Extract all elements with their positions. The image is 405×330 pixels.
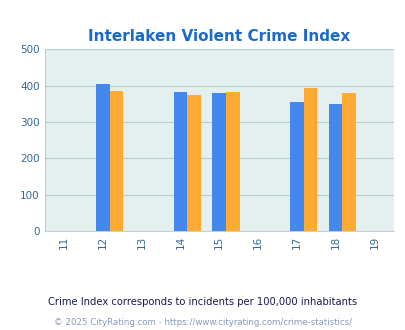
Bar [303,88,316,231]
Bar [187,94,200,231]
Text: © 2025 CityRating.com - https://www.cityrating.com/crime-statistics/: © 2025 CityRating.com - https://www.city… [54,318,351,327]
Bar [212,93,226,231]
Bar [289,102,303,231]
Bar [226,92,239,231]
Bar [341,93,355,231]
Title: Interlaken Violent Crime Index: Interlaken Violent Crime Index [88,29,350,44]
Bar [173,92,187,231]
Text: Crime Index corresponds to incidents per 100,000 inhabitants: Crime Index corresponds to incidents per… [48,297,357,307]
Bar [328,104,341,231]
Bar [109,90,123,231]
Bar [96,84,109,231]
